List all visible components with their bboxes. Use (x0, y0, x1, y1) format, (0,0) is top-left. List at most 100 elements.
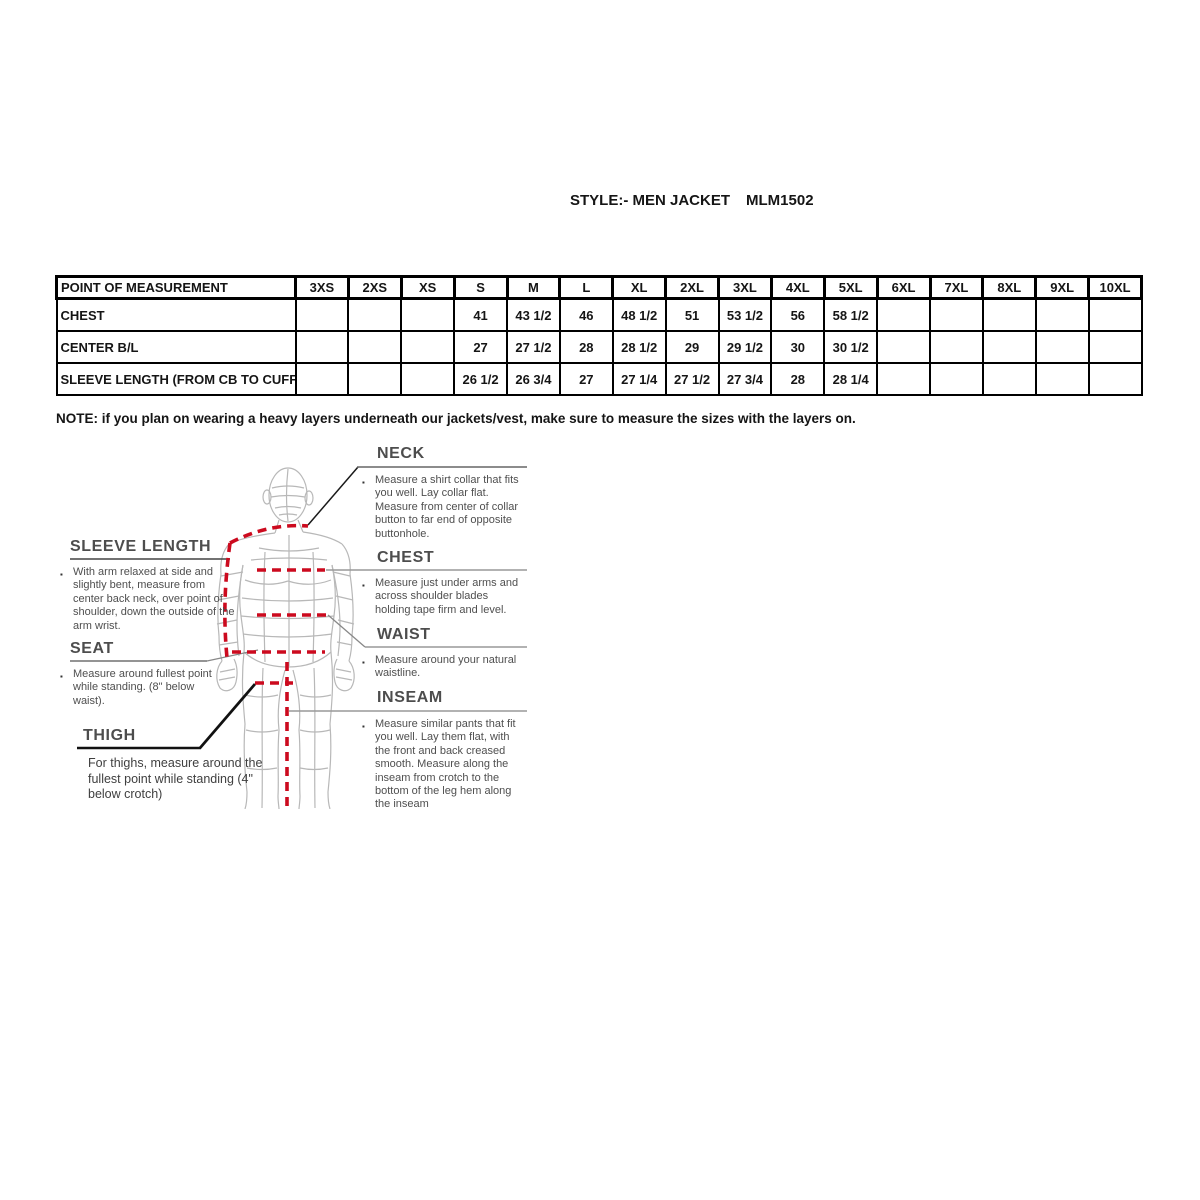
size-cell (294, 330, 350, 364)
size-cell: 26 3/4 (506, 362, 561, 396)
size-cell (929, 362, 984, 396)
size-cell (981, 297, 1037, 332)
measurement-guide-diagram: NECK ▪ Measure a shirt collar that fits y… (55, 440, 535, 809)
size-cell (294, 362, 350, 396)
size-cell (929, 330, 984, 364)
size-cell: 43 1/2 (506, 297, 561, 332)
guide-waist-text-block: ▪ Measure around your natural waistline. (362, 654, 525, 681)
layers-note: NOTE: if you plan on wearing a heavy lay… (56, 411, 856, 426)
size-cell (294, 297, 350, 332)
guide-thigh: THIGH (83, 727, 136, 745)
col-10xl: 10XL (1087, 275, 1143, 300)
guide-sleeve-length-text-block: ▪ With arm relaxed at side and slightly b… (60, 566, 236, 633)
page-title: STYLE:- MEN JACKET MLM1502 (570, 192, 814, 209)
col-s: S (452, 275, 509, 300)
col-3xl: 3XL (717, 275, 773, 300)
size-cell: 58 1/2 (823, 297, 879, 332)
guide-inseam-text-block: ▪ Measure similar pants that fit you well… (362, 718, 525, 809)
guide-inseam-heading: INSEAM (377, 689, 443, 706)
size-cell (1034, 330, 1090, 364)
size-cell (347, 297, 403, 332)
col-3xs: 3XS (294, 275, 350, 300)
size-cell (1087, 362, 1143, 396)
size-cell (876, 362, 931, 396)
size-cell: 56 (770, 297, 826, 332)
size-cell (876, 330, 931, 364)
guide-inseam-text: Measure similar pants that fit you well.… (375, 718, 516, 809)
size-cell (400, 330, 456, 364)
table-row-center-bl: CENTER B/L 27 27 1/2 28 28 1/2 29 29 1/2… (55, 330, 1143, 364)
col-8xl: 8XL (981, 275, 1038, 300)
guide-chest-text: Measure just under arms and across shoul… (375, 577, 519, 616)
guide-seat: SEAT (70, 640, 114, 658)
size-cell (981, 330, 1037, 364)
size-cell: 28 1/2 (611, 330, 667, 364)
size-cell: 27 (558, 362, 614, 396)
size-cell (1034, 362, 1090, 396)
size-cell: 46 (558, 297, 614, 332)
bullet-icon: ▪ (362, 658, 365, 667)
row-label: CHEST (55, 297, 297, 332)
measure-lines (223, 523, 328, 809)
style-code: MLM1502 (746, 192, 814, 209)
table-row-sleeve-length: SLEEVE LENGTH (FROM CB TO CUFF) 26 1/2 2… (55, 362, 1143, 396)
size-cell (400, 362, 456, 396)
bullet-icon: ▪ (60, 570, 63, 579)
wireframe-figure (216, 467, 355, 809)
col-xs: XS (399, 275, 456, 300)
col-l: L (558, 275, 615, 300)
size-cell: 26 1/2 (453, 362, 508, 396)
neck-measure-line (229, 523, 309, 545)
row-label: SLEEVE LENGTH (FROM CB TO CUFF) (55, 362, 297, 396)
body-diagram-figure (70, 466, 527, 809)
guide-sleeve-length-text: With arm relaxed at side and slightly be… (73, 566, 235, 632)
col-5xl: 5XL (822, 275, 879, 300)
size-cell: 41 (453, 297, 508, 332)
guide-inseam: INSEAM (377, 689, 443, 707)
size-cell (347, 362, 403, 396)
neck-callout-line (307, 466, 359, 526)
size-cell: 28 (770, 362, 826, 396)
col-9xl: 9XL (1034, 275, 1091, 300)
size-cell: 27 1/2 (506, 330, 561, 364)
col-2xs: 2XS (346, 275, 403, 300)
size-table: POINT OF MEASUREMENT 3XS 2XS XS S M L XL… (55, 275, 1143, 396)
size-cell (1034, 297, 1090, 332)
guide-waist-text: Measure around your natural waistline. (375, 654, 517, 680)
thigh-callout-line (198, 683, 257, 749)
size-cell: 27 3/4 (717, 362, 773, 396)
guide-sleeve-length-heading: SLEEVE LENGTH (70, 538, 212, 555)
guide-neck-text-block: ▪ Measure a shirt collar that fits you we… (362, 474, 525, 541)
guide-chest: CHEST (377, 549, 434, 567)
bullet-icon: ▪ (362, 722, 365, 731)
size-cell (400, 297, 456, 332)
size-cell: 30 1/2 (823, 330, 879, 364)
col-xl: XL (611, 275, 668, 300)
guide-neck: NECK (377, 445, 425, 463)
size-cell: 53 1/2 (717, 297, 773, 332)
size-cell: 29 (664, 330, 720, 364)
guide-chest-text-block: ▪ Measure just under arms and across shou… (362, 577, 525, 617)
size-cell: 28 1/4 (823, 362, 879, 396)
size-cell: 29 1/2 (717, 330, 773, 364)
size-cell: 27 (453, 330, 508, 364)
col-2xl: 2XL (664, 275, 720, 300)
col-point-of-measurement: POINT OF MEASUREMENT (55, 275, 297, 300)
guide-thigh-text: For thighs, measure around the fullest p… (88, 756, 263, 801)
row-label: CENTER B/L (55, 330, 297, 364)
size-table-header-row: POINT OF MEASUREMENT 3XS 2XS XS S M L XL… (55, 275, 1143, 300)
col-4xl: 4XL (769, 275, 826, 300)
table-row-chest: CHEST 41 43 1/2 46 48 1/2 51 53 1/2 56 5… (55, 297, 1143, 332)
size-cell (347, 330, 403, 364)
guide-sleeve-length: SLEEVE LENGTH (70, 538, 211, 556)
size-table-container: POINT OF MEASUREMENT 3XS 2XS XS S M L XL… (55, 275, 1143, 396)
callout-lines (70, 466, 527, 750)
bullet-icon: ▪ (60, 672, 63, 681)
size-cell (876, 297, 931, 332)
col-7xl: 7XL (928, 275, 985, 300)
size-cell (1087, 297, 1143, 332)
size-cell: 28 (558, 330, 614, 364)
size-cell (929, 297, 984, 332)
guide-thigh-heading: THIGH (83, 727, 136, 744)
